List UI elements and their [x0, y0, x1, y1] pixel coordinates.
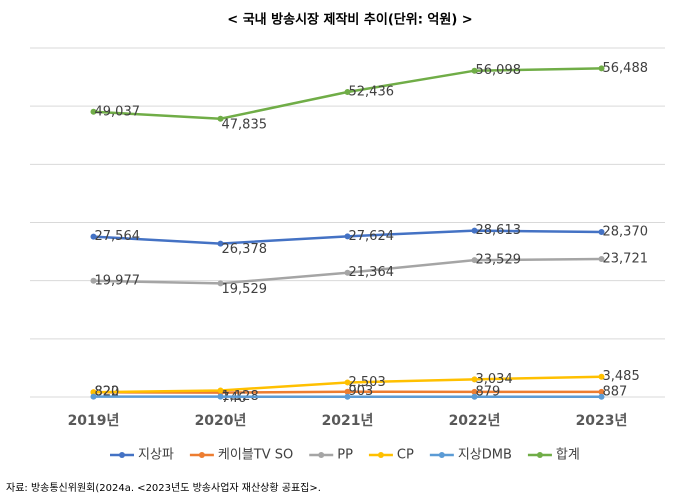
data-point [90, 233, 97, 240]
data-label: 47,835 [222, 117, 268, 132]
data-label: 746 [222, 391, 247, 406]
legend-label: PP [337, 448, 353, 463]
data-point [598, 228, 605, 235]
data-point [344, 379, 351, 386]
legend-label: 케이블TV SO [218, 448, 293, 463]
data-label: 56,098 [476, 63, 522, 78]
data-label: 26,378 [222, 242, 268, 257]
data-point [217, 387, 224, 394]
data-point [471, 376, 478, 383]
data-label: 23,529 [476, 253, 522, 268]
legend-label: 지상파 [138, 448, 174, 463]
data-point [598, 373, 605, 380]
legend-marker [198, 452, 205, 458]
legend-marker [438, 452, 445, 458]
data-point [471, 257, 478, 264]
data-point [598, 393, 605, 400]
data-point [344, 269, 351, 276]
data-point [217, 280, 224, 287]
data-point [471, 393, 478, 400]
legend-label: 합계 [556, 448, 580, 463]
data-label: 27,564 [95, 229, 141, 244]
data-point [90, 277, 97, 284]
data-point [344, 88, 351, 95]
x-tick-label: 2019년 [68, 413, 120, 429]
data-point [598, 256, 605, 263]
legend-marker [377, 452, 384, 458]
data-label: 3,034 [476, 372, 513, 387]
x-tick-label: 2023년 [576, 413, 628, 429]
data-point [471, 388, 478, 395]
data-label: 19,977 [95, 273, 141, 288]
data-point [471, 227, 478, 234]
legend-label: CP [397, 448, 414, 463]
data-point [344, 393, 351, 400]
data-point [598, 388, 605, 395]
data-point [344, 233, 351, 240]
data-label: 2,503 [349, 375, 386, 390]
data-point [217, 115, 224, 122]
legend-marker [536, 452, 543, 458]
data-point [90, 108, 97, 115]
data-point [598, 65, 605, 72]
chart-title: < 국내 방송시장 제작비 추이(단위: 억원) > [227, 12, 472, 28]
data-label: 28,613 [476, 223, 522, 238]
data-label: 21,364 [349, 265, 395, 280]
data-point [344, 388, 351, 395]
data-label: 49,037 [95, 104, 141, 119]
data-label: 887 [603, 384, 628, 399]
x-tick-label: 2020년 [195, 413, 247, 429]
data-label: 27,624 [349, 229, 395, 244]
data-label: 23,721 [603, 252, 649, 267]
data-point [90, 393, 97, 400]
x-tick-label: 2022년 [449, 413, 501, 429]
data-point [217, 240, 224, 247]
legend-marker [318, 452, 325, 458]
data-label: 19,529 [222, 282, 268, 297]
x-tick-label: 2021년 [322, 413, 374, 429]
data-point [471, 67, 478, 74]
legend-marker [119, 452, 125, 458]
data-label: 56,488 [603, 61, 649, 76]
legend-label: 지상DMB [458, 448, 512, 463]
data-point [217, 393, 224, 400]
data-label: 28,370 [603, 224, 649, 239]
source-note: 자료: 방송통신위원회(2024a. <2023년도 방송사업자 재산상황 공표… [6, 481, 321, 494]
data-label: 3,485 [603, 369, 640, 384]
data-label: 52,436 [349, 84, 395, 99]
data-point [90, 389, 97, 396]
